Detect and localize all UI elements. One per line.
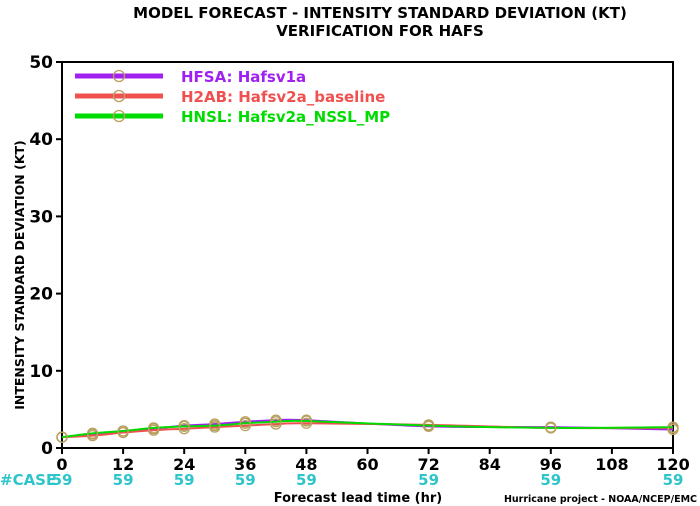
x-tick-label: 120 — [656, 455, 689, 474]
x-tick-label: 108 — [595, 455, 628, 474]
x-tick-label: 0 — [56, 455, 67, 474]
case-count: 59 — [174, 471, 195, 489]
y-tick-label: 10 — [29, 362, 53, 382]
chart-subtitle: VERIFICATION FOR HAFS — [276, 22, 484, 40]
credit-text: Hurricane project - NOAA/NCEP/EMC — [504, 494, 697, 505]
data-point — [422, 419, 435, 432]
x-tick-label: 48 — [295, 455, 317, 474]
data-point — [56, 431, 68, 443]
data-point — [117, 425, 129, 437]
data-point — [270, 416, 282, 428]
legend: HFSA: Hafsv1a H2AB: Hafsv2a_baseline HNSL:… — [75, 68, 390, 126]
legend-marker — [112, 69, 126, 83]
series-line — [61, 419, 674, 439]
chart-title: MODEL FORECAST - INTENSITY STANDARD DEVI… — [133, 4, 627, 22]
legend-marker — [112, 109, 126, 123]
y-tick-label: 30 — [29, 207, 53, 227]
x-tick-label: 96 — [540, 455, 562, 474]
x-tick-label: 24 — [173, 455, 195, 474]
data-point — [545, 422, 557, 434]
case-count: 59 — [235, 471, 256, 489]
series-1 — [56, 417, 679, 443]
case-count: 59 — [540, 471, 561, 489]
data-point — [147, 422, 160, 434]
legend-label: HNSL: Hafsv2a_NSSL_MP — [181, 108, 390, 126]
x-tick-label: 36 — [234, 455, 256, 474]
x-tick-label: 12 — [112, 455, 134, 474]
series-2 — [56, 415, 679, 443]
y-axis-label: INTENSITY STANDARD DEVIATION (KT) — [12, 140, 27, 410]
data-point — [209, 419, 221, 432]
data-point — [667, 421, 679, 433]
legend-marker — [112, 89, 126, 103]
data-point — [178, 420, 190, 433]
data-point — [300, 415, 313, 427]
case-count: 59 — [296, 471, 317, 489]
case-label: #CASE — [0, 471, 56, 489]
x-tick-label: 72 — [417, 455, 439, 474]
y-tick-label: 40 — [29, 130, 53, 150]
y-tick-label: 20 — [29, 285, 53, 305]
legend-label: H2AB: Hafsv2a_baseline — [181, 88, 385, 106]
data-point — [239, 417, 251, 429]
data-point — [86, 427, 99, 439]
x-tick-label: 84 — [479, 455, 501, 474]
series-layer — [56, 414, 679, 443]
y-axis: 0 10 20 30 40 50 — [29, 53, 62, 459]
y-tick-label: 50 — [29, 53, 53, 73]
case-count: 59 — [113, 471, 134, 489]
legend-label: HFSA: Hafsv1a — [181, 68, 306, 86]
case-count: 59 — [418, 471, 439, 489]
x-tick-label: 60 — [356, 455, 378, 474]
x-axis: 0 12 24 36 48 60 72 84 96 108 120 — [56, 448, 690, 474]
y-tick-label: 0 — [41, 439, 53, 459]
x-axis-label: Forecast lead time (hr) — [274, 491, 442, 506]
case-count: 59 — [52, 471, 73, 489]
case-count: 59 — [663, 471, 684, 489]
